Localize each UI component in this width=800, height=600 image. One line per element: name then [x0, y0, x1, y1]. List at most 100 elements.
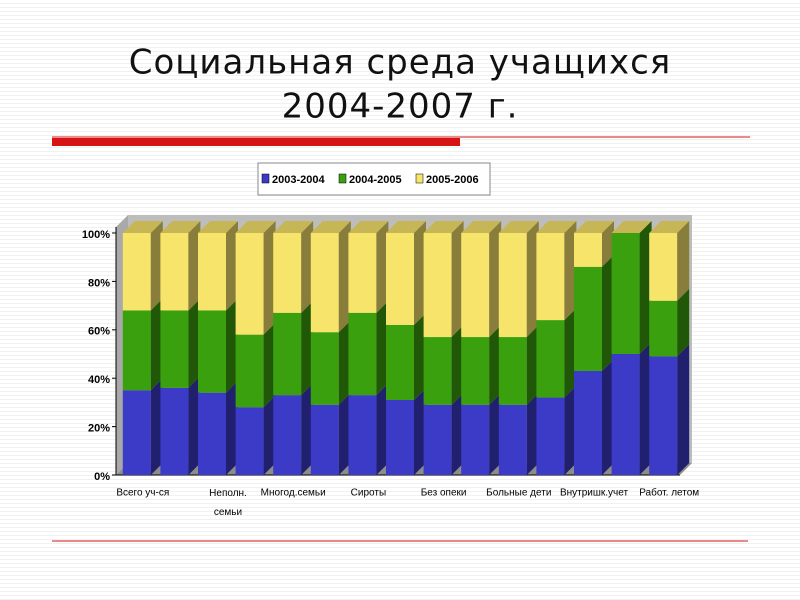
bar-top — [461, 221, 502, 233]
x-tick-label: Многод.семьи — [261, 488, 326, 499]
bar-segment — [348, 312, 377, 396]
bar-segment — [122, 310, 151, 391]
bar-top — [310, 221, 351, 233]
bar-segment — [649, 356, 678, 475]
bar-segment — [310, 404, 339, 475]
bar-segment — [498, 404, 527, 475]
bar-side — [338, 320, 351, 405]
y-tick-label: 60% — [88, 326, 110, 338]
bar-side — [639, 342, 652, 475]
x-tick-label: Сироты — [351, 488, 386, 499]
bar-segment — [273, 312, 302, 396]
bar-side — [263, 322, 276, 408]
bar-segment — [423, 233, 452, 338]
bar-segment — [235, 407, 264, 475]
bar-side — [414, 387, 426, 475]
bar-side — [338, 221, 351, 333]
y-tick-label: 40% — [88, 374, 110, 386]
bar-segment — [235, 233, 264, 335]
title-line: Социальная среда учащихся — [129, 43, 672, 83]
bar-segment — [160, 233, 189, 311]
bar-side — [376, 383, 389, 475]
bar-top — [536, 221, 577, 233]
bar-segment — [498, 337, 527, 405]
bar-segment — [386, 399, 414, 475]
bar-top — [611, 221, 652, 233]
legend-label: 2004-2005 — [349, 174, 402, 186]
bar-side — [677, 288, 690, 357]
bar-side — [526, 221, 539, 338]
bar-segment — [498, 233, 527, 338]
bar-segment — [536, 320, 565, 398]
bar-side — [564, 308, 577, 398]
bar-side — [677, 344, 690, 475]
bar-side — [451, 392, 464, 475]
legend-swatch — [415, 173, 424, 184]
title-line: 2004-2007 г. — [282, 87, 519, 127]
bar-top — [498, 221, 539, 233]
bar-segment — [611, 354, 640, 475]
bar-side — [188, 221, 201, 311]
legend-label: 2003-2004 — [272, 174, 325, 186]
bar-top — [198, 221, 238, 233]
bar-segment — [574, 266, 602, 371]
bar-segment — [122, 233, 151, 311]
y-tick-label: 0% — [94, 471, 110, 483]
bar-side — [150, 378, 163, 475]
x-tick-label: Внутришк.учет — [560, 488, 629, 499]
bar-segment — [649, 300, 678, 357]
bar-segment — [574, 370, 602, 475]
bar-segment — [348, 233, 377, 313]
bar-segment — [536, 233, 565, 321]
bar-segment — [348, 395, 377, 475]
bar-side — [451, 221, 464, 338]
bar-side — [263, 221, 276, 335]
bar-segment — [611, 233, 640, 354]
bar-segment — [423, 337, 452, 405]
bar-segment — [386, 233, 414, 325]
bar-top — [273, 221, 314, 233]
bar-side — [414, 221, 426, 325]
bar-side — [226, 221, 238, 311]
bar-top — [649, 221, 690, 233]
bar-side — [376, 300, 389, 396]
y-tick-label: 80% — [88, 277, 110, 289]
bar-top — [160, 221, 201, 233]
bar-segment — [574, 233, 602, 267]
bar-side — [150, 221, 163, 311]
x-tick-label: Больные дети — [486, 488, 551, 499]
legend-label: 2005-2006 — [426, 174, 479, 186]
bar-segment — [461, 404, 490, 475]
bar-segment — [273, 233, 302, 313]
bar-side — [301, 383, 314, 475]
bar-segment — [198, 233, 226, 311]
legend-swatch — [338, 173, 347, 184]
bar-segment — [310, 332, 339, 405]
bar-side — [602, 254, 614, 371]
bar-segment — [461, 337, 490, 405]
accent-bar — [52, 138, 460, 146]
bar-top — [423, 221, 464, 233]
y-tick-label: 100% — [82, 229, 110, 241]
bar-side — [526, 325, 539, 405]
bar-side — [489, 325, 502, 405]
bar-top — [235, 221, 276, 233]
bar-side — [188, 298, 201, 388]
bar-segment — [536, 397, 565, 475]
bar-top — [348, 221, 389, 233]
legend-swatch — [261, 173, 270, 184]
bar-segment — [235, 334, 264, 408]
x-tick-label: Без опеки — [421, 488, 467, 499]
bar-side — [338, 392, 351, 475]
bar-top — [122, 221, 163, 233]
bar-side — [301, 300, 314, 396]
bar-segment — [273, 395, 302, 475]
bar-top — [574, 221, 614, 233]
bar-segment — [160, 387, 189, 475]
bar-side — [564, 221, 577, 321]
bar-side — [602, 221, 614, 267]
bar-side — [451, 325, 464, 405]
bar-side — [489, 392, 502, 475]
bar-segment — [386, 324, 414, 400]
bar-side — [602, 358, 614, 475]
